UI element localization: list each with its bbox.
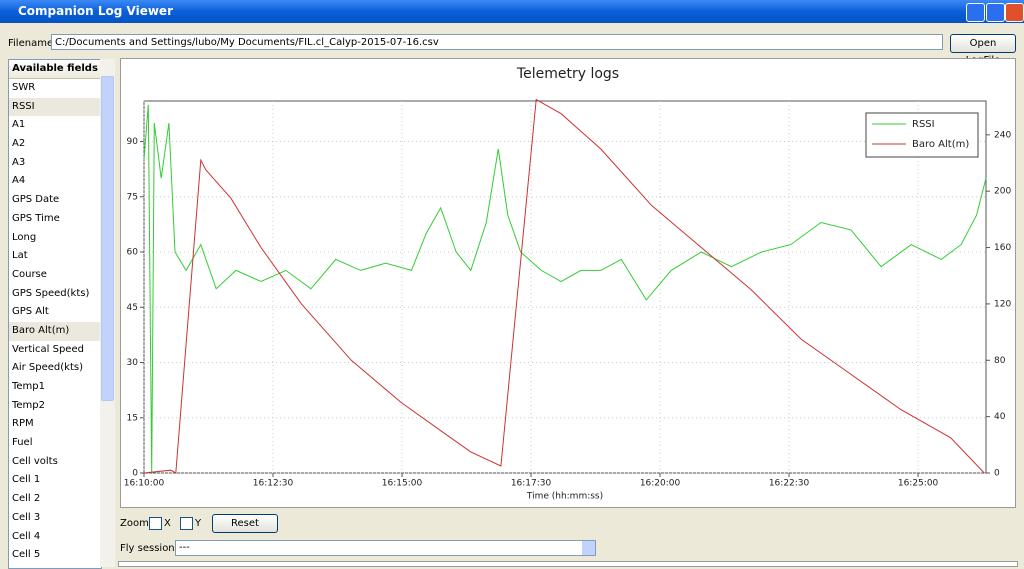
filename-label: Filename	[8, 38, 54, 49]
y-tick-label: 0	[132, 469, 138, 479]
zoom-label: Zoom	[120, 518, 149, 529]
field-item[interactable]: Cell 4	[12, 530, 41, 542]
zoom-y-checkbox[interactable]	[180, 517, 193, 530]
field-item[interactable]: GPS Time	[12, 212, 60, 224]
field-item[interactable]: A2	[12, 138, 26, 150]
field-item[interactable]: Cell volts	[12, 455, 58, 467]
chart: Telemetry logs Time (hh:mm:ss) 0 15 30 45 60…	[124, 66, 1012, 502]
y2-tick-label: 40	[994, 412, 1006, 422]
y2-tick-label: 160	[994, 243, 1011, 253]
series-line	[143, 98, 985, 474]
x-tick-label: 16:10:00	[124, 479, 165, 489]
field-item[interactable]: SWR	[12, 82, 36, 93]
chart-panel: Telemetry logs Time (hh:mm:ss) 0 15 30 45 60…	[120, 58, 1016, 508]
y2-tick-label: 0	[994, 469, 1000, 479]
table-strip	[118, 561, 1018, 567]
field-item[interactable]: A3	[12, 156, 26, 168]
field-item[interactable]: Baro Alt(m)	[9, 321, 101, 341]
title-bar: Companion Log Viewer	[0, 0, 1024, 23]
fields-list: Available fields SWR RSSI A1 A2 A3 A4 GPS Date…	[8, 59, 102, 569]
x-axis-label: Time (hh:mm:ss)	[526, 492, 603, 502]
legend-box	[865, 112, 979, 158]
chart-title: Telemetry logs	[516, 66, 619, 82]
field-item[interactable]: Cell 2	[12, 493, 41, 505]
y2-tick-label: 200	[994, 187, 1011, 197]
y-tick-label: 15	[127, 413, 138, 423]
reset-button[interactable]: Reset	[212, 514, 278, 533]
x-tick-label: 16:12:30	[253, 479, 294, 489]
y-tick-label: 45	[127, 303, 138, 313]
x-tick-label: 16:17:30	[511, 479, 552, 489]
x-tick-label: 16:15:00	[382, 479, 423, 489]
field-item[interactable]: Vertical Speed	[12, 343, 84, 355]
y-tick-label: 75	[127, 192, 138, 202]
y2-tick-label: 240	[994, 130, 1011, 140]
field-item[interactable]: Course	[12, 268, 47, 280]
scroll-thumb[interactable]	[101, 76, 114, 401]
field-item[interactable]: Long	[12, 231, 37, 243]
zoom-x-label: X	[164, 518, 171, 529]
fly-sessions-label: Fly sessions	[120, 543, 180, 554]
close-button[interactable]	[1005, 3, 1024, 22]
field-item[interactable]: Cell 5	[12, 549, 41, 561]
field-item[interactable]: Cell 1	[12, 474, 41, 486]
y2-tick-label: 80	[994, 356, 1006, 366]
y-tick-label: 60	[127, 248, 139, 258]
field-item[interactable]: A1	[12, 119, 26, 131]
maximize-button[interactable]	[986, 3, 1005, 22]
field-item[interactable]: GPS Alt	[12, 306, 49, 318]
field-item[interactable]: Air Speed(kts)	[12, 362, 83, 374]
y2-tick-label: 120	[994, 299, 1011, 309]
x-tick-label: 16:20:00	[640, 479, 681, 489]
x-tick-label: 16:25:00	[898, 479, 939, 489]
open-logfile-button[interactable]: Open LogFile	[950, 34, 1016, 66]
window-title: Companion Log Viewer	[18, 4, 173, 18]
fields-header: Available fields	[9, 60, 101, 79]
field-item[interactable]: RSSI	[9, 97, 101, 117]
field-item[interactable]: Fuel	[12, 437, 33, 449]
filename-input[interactable]: C:/Documents and Settings/lubo/My Docume…	[51, 34, 943, 50]
field-item[interactable]: Lat	[12, 250, 28, 262]
field-item[interactable]: GPS Date	[12, 194, 60, 206]
session-select[interactable]: ---	[175, 540, 596, 556]
plot-area	[143, 100, 987, 474]
zoom-y-label: Y	[195, 518, 202, 529]
field-item[interactable]: A4	[12, 175, 26, 187]
field-item[interactable]: RPM	[12, 418, 34, 430]
minimize-button[interactable]	[966, 3, 985, 22]
field-item[interactable]: Cell 3	[12, 511, 41, 523]
x-tick-label: 16:22:30	[769, 479, 810, 489]
legend-label: Baro Alt(m)	[912, 139, 969, 150]
dropdown-arrow[interactable]	[582, 541, 595, 555]
legend-label: RSSI	[912, 119, 935, 130]
field-item[interactable]: GPS Speed(kts)	[12, 287, 90, 299]
series-line	[143, 104, 987, 474]
field-item[interactable]: Temp1	[12, 381, 46, 392]
y-tick-label: 30	[127, 358, 139, 368]
zoom-x-checkbox[interactable]	[149, 517, 162, 530]
field-item[interactable]: Temp2	[12, 399, 46, 411]
y-tick-label: 90	[127, 137, 139, 147]
